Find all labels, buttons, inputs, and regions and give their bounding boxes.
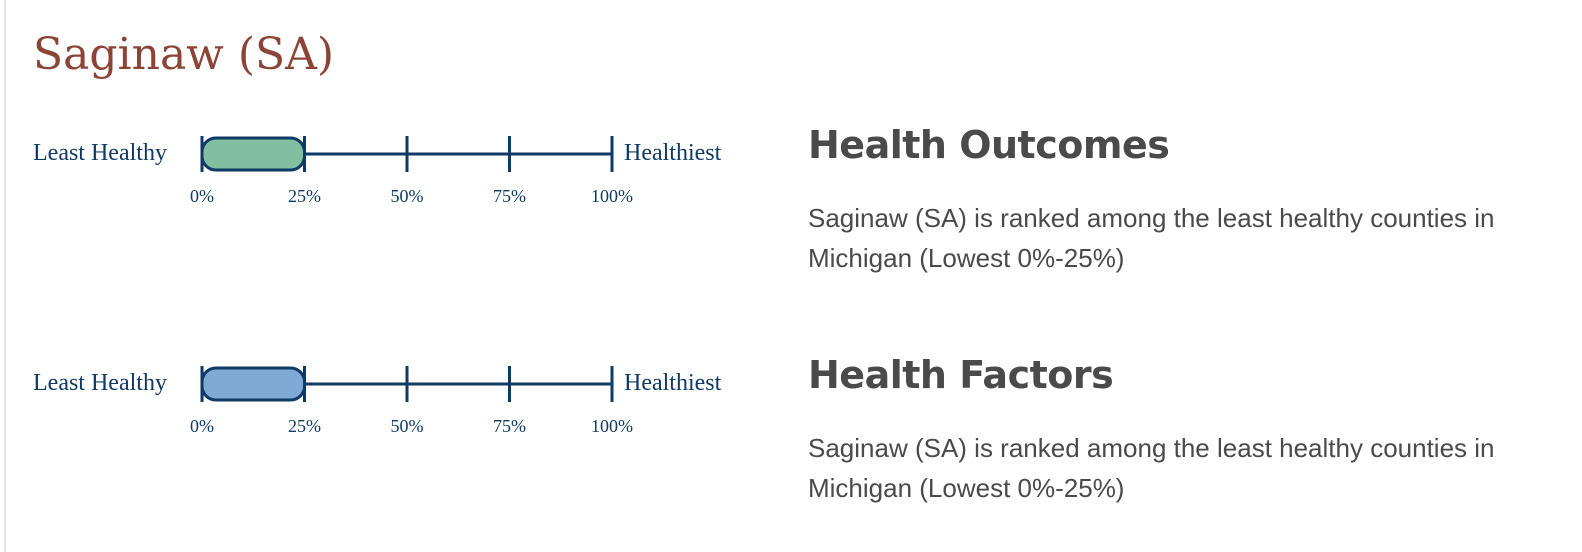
scale-ticks: 0% 25% 50% 75% 100% [190, 366, 633, 436]
scale-tick-label: 25% [288, 416, 321, 436]
scale-tick-label: 75% [493, 186, 526, 206]
scale-tick-label: 0% [190, 416, 214, 436]
ranking-range-bar [200, 136, 306, 172]
health-outcomes-scale: Least Healthy 0% 25% 50% 75% 100% Healthiest [0, 118, 760, 228]
scale-tick-label: 0% [190, 186, 214, 206]
ranking-range-bar [200, 366, 306, 402]
scale-tick-label: 100% [591, 186, 633, 206]
least-healthy-label: Least Healthy [33, 140, 167, 166]
health-factors-heading: Health Factors [808, 353, 1114, 397]
health-factors-ranking-graphic: 0% 25% 50% 75% 100% [190, 366, 633, 436]
scale-ticks: 0% 25% 50% 75% 100% [190, 136, 633, 206]
scale-tick-label: 50% [391, 186, 424, 206]
health-outcomes-description: Saginaw (SA) is ranked among the least h… [808, 203, 1495, 273]
county-title: Saginaw (SA) [33, 29, 335, 80]
left-border [4, 0, 6, 552]
least-healthy-label: Least Healthy [33, 370, 167, 396]
health-outcomes-section: Least Healthy 0% 25% 50% 75% 100% Healthiest… [0, 118, 1582, 318]
health-outcomes-ranking-graphic: 0% 25% 50% 75% 100% [190, 136, 633, 206]
health-factors-info: Health Factors Saginaw (SA) is ranked am… [808, 348, 1548, 508]
health-factors-section: Least Healthy 0% 25% 50% 75% 100% Healthiest… [0, 348, 1582, 548]
scale-tick-label: 25% [288, 186, 321, 206]
health-outcomes-info: Health Outcomes Saginaw (SA) is ranked a… [808, 118, 1548, 278]
scale-tick-label: 100% [591, 416, 633, 436]
healthiest-label: Healthiest [624, 370, 722, 396]
scale-tick-label: 50% [391, 416, 424, 436]
scale-tick-label: 75% [493, 416, 526, 436]
health-outcomes-heading: Health Outcomes [808, 123, 1170, 167]
health-factors-scale: Least Healthy 0% 25% 50% 75% 100% Healthiest [0, 348, 760, 458]
health-factors-description: Saginaw (SA) is ranked among the least h… [808, 433, 1495, 503]
healthiest-label: Healthiest [624, 140, 722, 166]
